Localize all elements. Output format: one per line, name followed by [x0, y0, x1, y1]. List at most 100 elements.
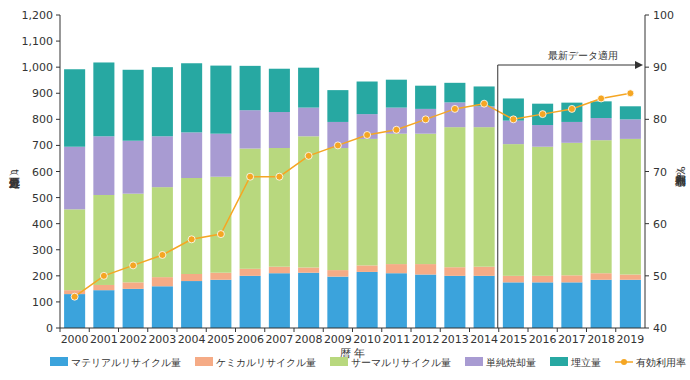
y-axis [60, 15, 61, 328]
bar-segment [210, 177, 231, 273]
y-tick [56, 223, 60, 224]
x-tick [294, 328, 295, 332]
y-tick [56, 301, 60, 302]
bar-segment [591, 118, 612, 140]
bar-segment [210, 66, 231, 134]
bar-segment [415, 275, 436, 328]
rate-marker [539, 111, 546, 118]
bar-segment [503, 144, 524, 276]
rate-marker [393, 126, 400, 133]
bar-segment [210, 134, 231, 177]
bar-segment [620, 119, 641, 139]
legend: マテリアルリサイクル量ケミカルリサイクル量サーマルリサイクル量単純焼却量埋立量有… [50, 357, 690, 368]
bar-segment [298, 136, 319, 267]
y-tick-label: 1,000 [22, 61, 54, 74]
bar-segment [386, 264, 407, 273]
bar-segment [181, 274, 202, 281]
rate-marker [276, 173, 283, 180]
legend-label: 単純焼却量 [486, 357, 536, 368]
x-tick-label: 2018 [587, 333, 615, 346]
x-tick [615, 328, 616, 332]
bar-segment [357, 82, 378, 115]
bar-segment [327, 122, 348, 148]
legend-label: マテリアルリサイクル量 [71, 357, 181, 368]
bar-segment [123, 70, 144, 141]
bar-segment [415, 264, 436, 274]
bar-segment [64, 147, 85, 210]
y-tick-label: 0 [46, 322, 53, 335]
x-tick [528, 328, 529, 332]
plot-area [64, 62, 641, 328]
x-tick-label: 2017 [558, 333, 586, 346]
bar-segment [591, 101, 612, 118]
bar-segment [532, 147, 553, 276]
bar-segment [386, 134, 407, 264]
x-tick-label: 2010 [353, 333, 381, 346]
rate-marker [481, 100, 488, 107]
y-tick-label: 500 [32, 192, 53, 205]
x-tick [440, 328, 441, 332]
bar-segment [474, 127, 495, 267]
bar-segment [532, 276, 553, 283]
x-tick [469, 328, 470, 332]
bar-segment [269, 69, 290, 112]
x-tick [498, 328, 499, 332]
bar-segment [327, 277, 348, 328]
y2-tick [645, 328, 649, 329]
bar-segment [620, 280, 641, 328]
bar-segment [181, 178, 202, 274]
x-tick [89, 328, 90, 332]
bar-segment [532, 282, 553, 328]
bar-segment [210, 280, 231, 328]
y-tick [56, 197, 60, 198]
x-tick [235, 328, 236, 332]
y2-tick-label: 60 [653, 218, 667, 231]
y2-tick [645, 171, 649, 172]
bar-segment [152, 286, 173, 328]
bar-segment [181, 281, 202, 328]
x-tick [381, 328, 382, 332]
y-tick [56, 275, 60, 276]
y2-tick-label: 40 [653, 322, 667, 335]
y-tick-label: 300 [32, 244, 53, 257]
bar-segment [561, 282, 582, 328]
bar-segment [503, 276, 524, 283]
y2-tick-label: 80 [653, 113, 667, 126]
y-axis-title: 処理処分量（万t） [8, 169, 21, 189]
x-tick-label: 2007 [265, 333, 293, 346]
bar-segment [93, 136, 114, 195]
bar-segment [532, 104, 553, 125]
y-tick-label: 400 [32, 218, 53, 231]
bar-segment [298, 68, 319, 108]
y2-tick [645, 275, 649, 276]
x-tick-label: 2009 [324, 333, 352, 346]
bar-segment [503, 282, 524, 328]
bar-segment [561, 275, 582, 282]
bar-segment [298, 267, 319, 272]
bar-segment [152, 67, 173, 136]
bar-segment [298, 108, 319, 137]
bar-segment [415, 134, 436, 264]
bar-segment [386, 80, 407, 108]
bar-segment [123, 194, 144, 283]
bar-segment [444, 102, 465, 127]
bar-segment [444, 267, 465, 276]
bar-segment [620, 139, 641, 275]
bar-segment [123, 289, 144, 328]
x-tick-label: 2003 [148, 333, 176, 346]
bar-segment [240, 149, 261, 269]
y-tick [56, 119, 60, 120]
bar-segment [240, 276, 261, 328]
legend-swatch [330, 357, 348, 366]
y2-axis-title: 有効利用率（%） [674, 166, 687, 187]
annotation-arrowhead [635, 61, 643, 69]
bar-segment [152, 136, 173, 187]
x-tick-label: 2015 [499, 333, 527, 346]
rate-marker [130, 262, 137, 269]
bar-segment [474, 276, 495, 328]
y2-axis [645, 15, 646, 328]
rate-marker [334, 142, 341, 149]
x-tick-label: 2013 [441, 333, 469, 346]
x-tick [352, 328, 353, 332]
bar-segment [474, 86, 495, 106]
